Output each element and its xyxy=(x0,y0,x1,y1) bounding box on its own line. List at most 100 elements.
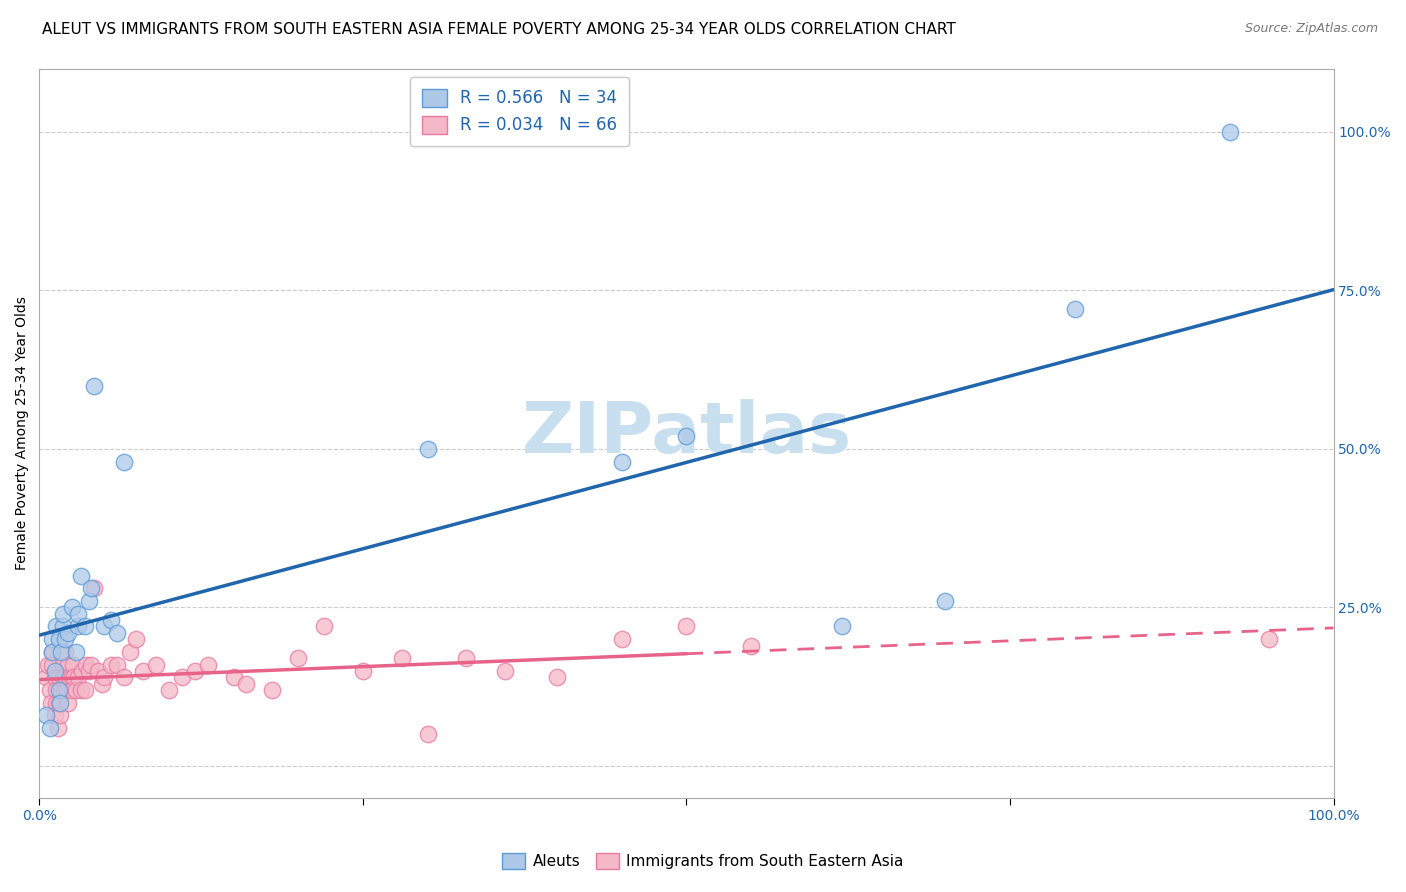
Point xyxy=(287,651,309,665)
Point xyxy=(53,682,76,697)
Point xyxy=(314,619,336,633)
Point xyxy=(51,645,73,659)
Point xyxy=(675,619,697,633)
Point xyxy=(183,664,205,678)
Point xyxy=(63,670,86,684)
Point xyxy=(48,696,70,710)
Point xyxy=(73,619,96,633)
Point xyxy=(934,594,956,608)
Point xyxy=(73,682,96,697)
Point xyxy=(67,619,90,633)
Point xyxy=(60,600,83,615)
Point xyxy=(416,727,439,741)
Point xyxy=(48,682,70,697)
Point xyxy=(105,657,128,672)
Point xyxy=(41,657,63,672)
Point xyxy=(41,645,63,659)
Point xyxy=(1257,632,1279,647)
Text: ZIPatlas: ZIPatlas xyxy=(522,399,852,467)
Point xyxy=(75,657,97,672)
Text: Source: ZipAtlas.com: Source: ZipAtlas.com xyxy=(1244,22,1378,36)
Point xyxy=(60,682,83,697)
Legend: R = 0.566   N = 34, R = 0.034   N = 66: R = 0.566 N = 34, R = 0.034 N = 66 xyxy=(411,77,628,146)
Point xyxy=(235,676,257,690)
Point xyxy=(118,645,141,659)
Point xyxy=(56,657,79,672)
Point xyxy=(675,429,697,443)
Point xyxy=(41,632,63,647)
Point xyxy=(45,619,67,633)
Point xyxy=(262,682,284,697)
Point xyxy=(53,670,76,684)
Y-axis label: Female Poverty Among 25-34 Year Olds: Female Poverty Among 25-34 Year Olds xyxy=(15,296,30,570)
Point xyxy=(170,670,193,684)
Point xyxy=(56,696,79,710)
Point xyxy=(51,682,73,697)
Point xyxy=(41,645,63,659)
Point xyxy=(145,657,167,672)
Point xyxy=(35,670,58,684)
Point xyxy=(132,664,155,678)
Point xyxy=(112,455,135,469)
Point xyxy=(222,670,245,684)
Point xyxy=(69,682,91,697)
Point xyxy=(1063,302,1085,317)
Point xyxy=(62,657,84,672)
Point xyxy=(52,607,75,621)
Point xyxy=(45,682,67,697)
Point xyxy=(44,708,66,723)
Point xyxy=(112,670,135,684)
Point xyxy=(831,619,853,633)
Point xyxy=(65,682,87,697)
Point xyxy=(80,657,103,672)
Point xyxy=(456,651,478,665)
Point xyxy=(44,664,66,678)
Point xyxy=(93,619,115,633)
Point xyxy=(44,670,66,684)
Point xyxy=(38,721,60,735)
Point xyxy=(70,664,93,678)
Point xyxy=(125,632,148,647)
Point xyxy=(46,721,69,735)
Point xyxy=(157,682,180,697)
Point xyxy=(100,613,122,627)
Point xyxy=(53,645,76,659)
Point xyxy=(740,639,762,653)
Point xyxy=(37,657,59,672)
Legend: Aleuts, Immigrants from South Eastern Asia: Aleuts, Immigrants from South Eastern As… xyxy=(496,847,910,875)
Point xyxy=(39,696,62,710)
Point xyxy=(546,670,568,684)
Point xyxy=(100,657,122,672)
Point xyxy=(391,651,413,665)
Point xyxy=(352,664,374,678)
Point xyxy=(60,670,83,684)
Point xyxy=(83,378,105,392)
Point xyxy=(38,682,60,697)
Point xyxy=(65,645,87,659)
Point xyxy=(45,696,67,710)
Point xyxy=(83,582,105,596)
Point xyxy=(58,670,80,684)
Point xyxy=(77,594,100,608)
Point xyxy=(56,625,79,640)
Point xyxy=(86,664,108,678)
Point xyxy=(49,708,72,723)
Point xyxy=(197,657,219,672)
Point xyxy=(49,696,72,710)
Point xyxy=(35,708,58,723)
Point xyxy=(93,670,115,684)
Point xyxy=(90,676,112,690)
Point xyxy=(53,632,76,647)
Point xyxy=(67,670,90,684)
Point xyxy=(48,670,70,684)
Point xyxy=(416,442,439,456)
Point xyxy=(52,619,75,633)
Point xyxy=(105,625,128,640)
Point xyxy=(77,664,100,678)
Point xyxy=(52,670,75,684)
Point xyxy=(48,632,70,647)
Point xyxy=(55,682,77,697)
Point xyxy=(494,664,516,678)
Point xyxy=(52,657,75,672)
Point xyxy=(67,607,90,621)
